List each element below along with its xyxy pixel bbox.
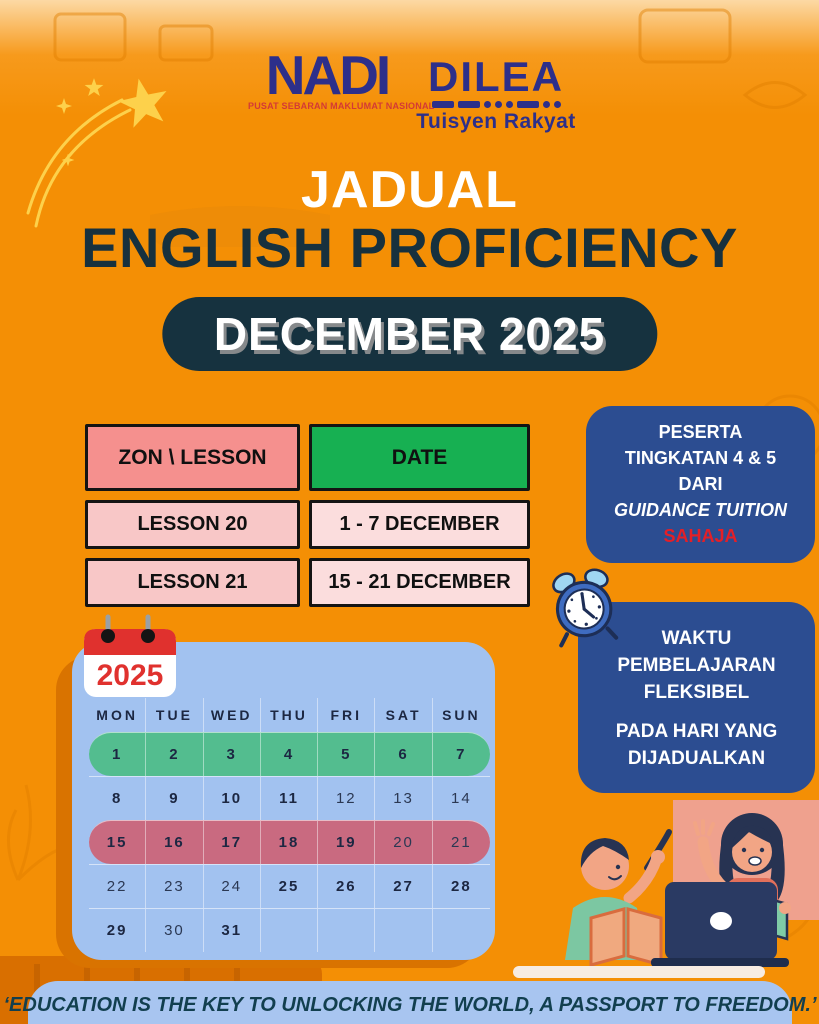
calendar-day: 5 [318, 733, 376, 776]
calendar-year-icon: 2025 [84, 614, 176, 697]
calendar-day-header: WED [204, 698, 261, 732]
alarm-clock-icon [552, 568, 619, 648]
calendar-day: 15 [89, 821, 147, 864]
dilea-tagline: Tuisyen Rakyat [416, 110, 576, 133]
calendar-day: 17 [204, 821, 261, 864]
calendar-day: 9 [146, 777, 204, 820]
calendar-day: 6 [375, 733, 433, 776]
calendar-day: 13 [375, 777, 433, 820]
calendar-grid: MON TUE WED THU FRI SAT SUN 1 2 3 4 5 6 7 8 9 10 11 12 13 14… [89, 698, 490, 952]
calendar-day-header: TUE [146, 698, 204, 732]
schedule-cell-date: 1 - 7 DECEMBER [309, 500, 530, 549]
schedule-header-date: DATE [309, 424, 530, 491]
calendar-week-row: 22 23 24 25 26 27 28 [89, 864, 490, 908]
calendar-day: 28 [451, 878, 472, 895]
calendar-day: 24 [204, 865, 261, 908]
participants-line-sahaja: SAHAJA [663, 525, 738, 546]
calendar-day: 14 [451, 790, 472, 807]
calendar-day-header: THU [261, 698, 319, 732]
calendar-day: 12 [318, 777, 376, 820]
dilea-wordmark: DILEA [428, 53, 564, 100]
calendar-day: 7 [456, 746, 467, 763]
nadi-logo: NADI PUSAT SEBARAN MAKLUMAT NASIONAL [248, 44, 435, 112]
schedule-cell-lesson: LESSON 20 [85, 500, 300, 549]
students-online-class-illustration [513, 800, 819, 978]
flexible-schedule-info-box: WAKTU PEMBELAJARAN FLEKSIBEL PADA HARI Y… [578, 602, 815, 793]
calendar-panel: 2025 MON TUE WED THU FRI SAT SUN 1 2 3 4 5 6 7 8 9 10 11 1… [72, 614, 495, 960]
quote-text: ‘EDUCATION IS THE KEY TO UNLOCKING THE W… [3, 993, 817, 1016]
calendar-day: 2 [146, 733, 204, 776]
participants-line: DARI [678, 473, 723, 494]
poster-title-jadual: JADUAL [301, 161, 518, 219]
calendar-day: 8 [89, 777, 147, 820]
schedule-header-zon-lesson: ZON \ LESSON [85, 424, 300, 491]
calendar-day: 11 [261, 777, 319, 820]
nadi-tagline: PUSAT SEBARAN MAKLUMAT NASIONAL [248, 101, 435, 111]
calendar-day: 27 [375, 865, 433, 908]
calendar-day: 21 [451, 834, 472, 851]
participants-line: TINGKATAN 4 & 5 [624, 447, 777, 468]
calendar-day [375, 909, 433, 952]
calendar-day: 31 [204, 909, 261, 952]
calendar-day: 16 [146, 821, 204, 864]
calendar-day: 23 [146, 865, 204, 908]
poster-title-english-proficiency: ENGLISH PROFICIENCY [81, 216, 738, 279]
calendar-year-label: 2025 [97, 659, 164, 692]
calendar-day: 25 [261, 865, 319, 908]
flexible-schedule-text: PADA HARI YANG DIJADUALKAN [615, 720, 778, 769]
calendar-day: 22 [89, 865, 147, 908]
calendar-day: 10 [204, 777, 261, 820]
month-badge: DECEMBER 2025 [161, 297, 658, 371]
calendar-day: 30 [146, 909, 204, 952]
calendar-day-header: SAT [375, 698, 433, 732]
schedule-cell-date: 15 - 21 DECEMBER [309, 558, 530, 607]
participants-line-guidance-tuition: GUIDANCE TUITION [614, 499, 787, 520]
calendar-header-row: MON TUE WED THU FRI SAT SUN [89, 698, 490, 732]
calendar-day: 19 [318, 821, 376, 864]
month-badge-label: DECEMBER 2025 [213, 308, 606, 360]
schedule-table: ZON \ LESSON DATE LESSON 20 1 - 7 DECEMB… [85, 424, 530, 607]
calendar-day: 20 [375, 821, 433, 864]
nadi-wordmark: NADI [265, 44, 391, 106]
flexible-schedule-text: WAKTU PEMBELAJARAN FLEKSIBEL [617, 628, 776, 703]
quote-banner: ‘EDUCATION IS THE KEY TO UNLOCKING THE W… [4, 981, 817, 1024]
calendar-day-header: MON [89, 698, 147, 732]
participants-info-box: PESERTA TINGKATAN 4 & 5 DARI GUIDANCE TU… [586, 406, 815, 563]
calendar-day [433, 909, 490, 952]
calendar-day-header: SUN [442, 707, 481, 723]
dilea-logo: DILEA Tuisyen Rakyat [415, 56, 577, 134]
calendar-day-header: FRI [318, 698, 376, 732]
shooting-star-icon [26, 78, 167, 228]
participants-line: PESERTA [658, 422, 743, 442]
calendar-week-row: 15 16 17 18 19 20 21 [89, 820, 490, 864]
calendar-day: 18 [261, 821, 319, 864]
dilea-morse-icon [415, 101, 577, 108]
schedule-cell-lesson: LESSON 21 [85, 558, 300, 607]
calendar-week-row: 29 30 31 [89, 908, 490, 952]
calendar-day: 4 [261, 733, 319, 776]
calendar-day: 1 [89, 733, 147, 776]
calendar-day [261, 909, 319, 952]
calendar-day: 26 [318, 865, 376, 908]
calendar-day [318, 909, 376, 952]
calendar-day: 29 [89, 909, 147, 952]
calendar-week-row: 8 9 10 11 12 13 14 [89, 776, 490, 820]
calendar-day: 3 [204, 733, 261, 776]
